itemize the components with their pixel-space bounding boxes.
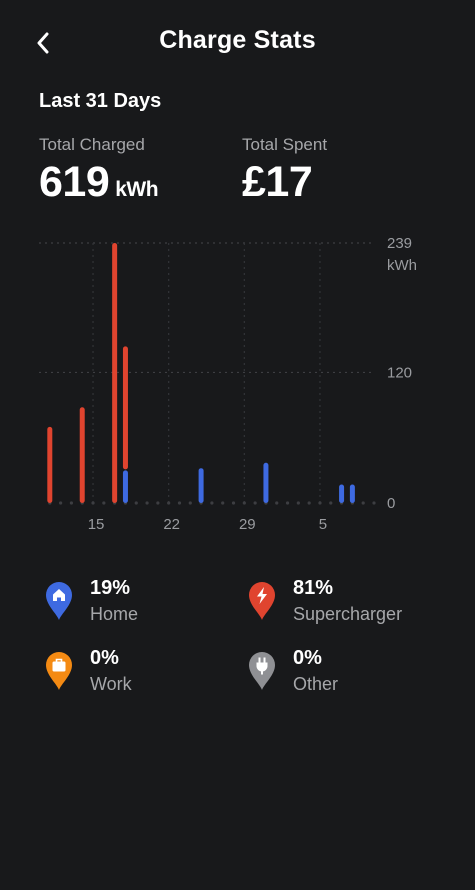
bar-supercharger-0 (47, 426, 53, 503)
briefcase-icon (46, 652, 72, 690)
total-spent-label: Total Spent (242, 135, 328, 154)
x-tick-label: 29 (239, 516, 256, 533)
baseline-dot (329, 501, 333, 505)
baseline-dot (177, 501, 182, 505)
legend-home-percent: 19% (90, 577, 131, 599)
x-tick-label: 15 (88, 516, 105, 533)
plug-icon (249, 652, 275, 690)
baseline-dot (361, 501, 365, 505)
baseline-dot (134, 501, 138, 505)
bar-supercharger-1 (79, 407, 85, 503)
x-tick-label: 22 (163, 516, 180, 533)
baseline-dot (145, 501, 149, 505)
legend-supercharger-label: Supercharger (293, 604, 403, 624)
baseline-dot (296, 501, 300, 505)
total-charged-label: Total Charged (39, 135, 145, 154)
bar-home-7 (349, 484, 355, 503)
legend-supercharger: 81% Supercharger (247, 577, 447, 633)
y-tick-label: 0 (387, 495, 395, 512)
legend-home: 19% Home (44, 577, 244, 633)
legend-other-label: Other (293, 674, 339, 694)
page-title: Charge Stats (159, 26, 316, 54)
baseline-dot (318, 501, 322, 505)
legend-work: 0% Work (44, 647, 244, 703)
baseline-dot (221, 501, 225, 505)
baseline-dot (372, 501, 376, 505)
legend-work-label: Work (90, 674, 132, 694)
baseline-dot (69, 501, 74, 505)
baseline-dot (167, 501, 171, 505)
baseline-dot (253, 501, 257, 505)
baseline-dot (275, 501, 279, 505)
y-axis-unit: kWh (387, 257, 417, 274)
baseline-dot (242, 501, 246, 505)
baseline-dot (102, 501, 106, 505)
baseline-dot (307, 501, 311, 505)
bar-home-4 (198, 468, 204, 503)
bar-supercharger-3 (122, 346, 128, 470)
total-spent-value: £17 (242, 158, 313, 206)
baseline-dot (59, 501, 63, 505)
baseline-dot (210, 501, 214, 505)
bar-home-6 (339, 484, 345, 503)
legend-other: 0% Other (247, 647, 447, 703)
lightning-bolt-icon (249, 582, 275, 620)
total-charged-number: 619 (39, 158, 110, 206)
bar-supercharger-2 (112, 243, 118, 503)
baseline-dot (91, 501, 95, 505)
baseline-dot (156, 501, 160, 505)
legend-work-percent: 0% (90, 647, 119, 669)
house-icon (46, 582, 72, 620)
legend-home-label: Home (90, 604, 139, 624)
back-button[interactable] (28, 26, 58, 60)
chevron-left-icon (37, 32, 49, 54)
x-tick-label: 5 (319, 516, 327, 533)
baseline-dot (231, 501, 236, 505)
baseline-dot (188, 501, 192, 505)
y-tick-label: 239 (387, 235, 412, 252)
total-charged-unit: kWh (115, 178, 159, 201)
y-tick-label: 120 (387, 364, 412, 381)
charge-chart: 239 120 0 kWh 15 22 29 5 (39, 235, 417, 533)
total-charged-value: 619 kWh (39, 158, 159, 214)
bar-home-3 (122, 470, 128, 503)
legend-supercharger-percent: 81% (293, 577, 334, 599)
baseline-dot (285, 501, 290, 505)
legend-other-percent: 0% (293, 647, 322, 669)
period-label: Last 31 Days (39, 90, 162, 112)
bar-home-5 (263, 462, 269, 503)
